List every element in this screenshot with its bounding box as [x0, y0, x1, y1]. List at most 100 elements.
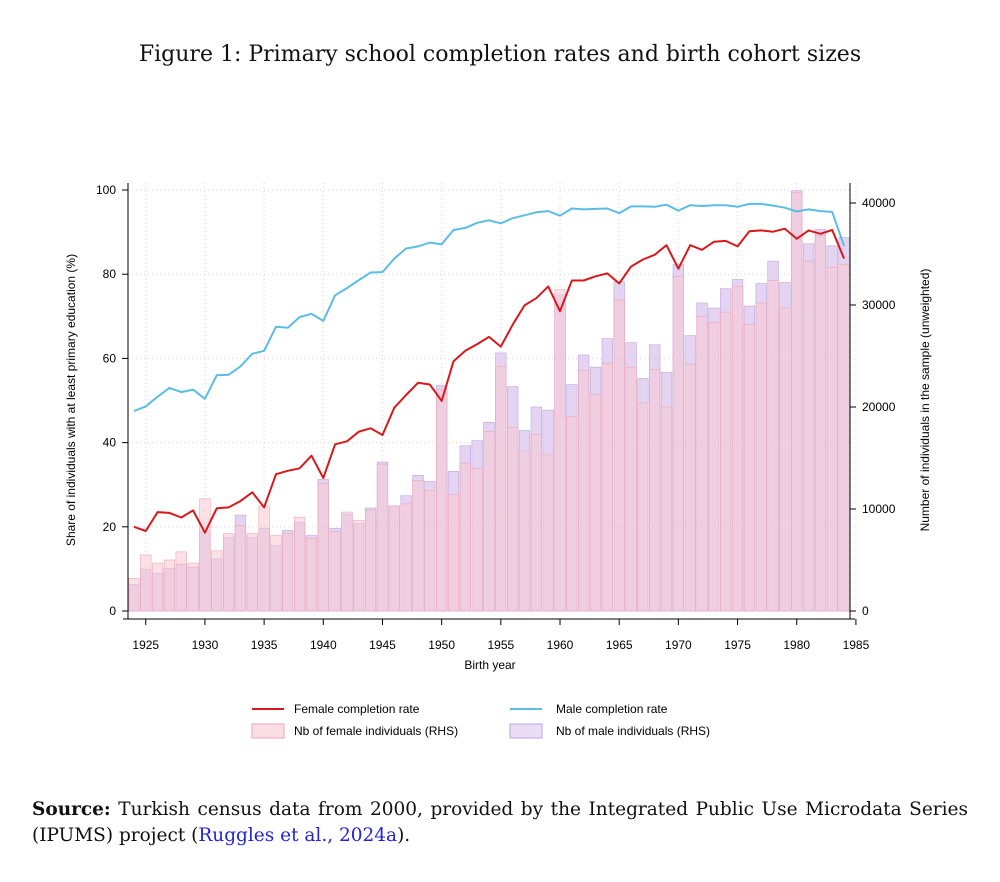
x-tick-label: 1980 — [783, 638, 810, 652]
female-bar — [637, 402, 649, 612]
x-axis-label: Birth year — [464, 658, 515, 672]
x-tick-label: 1965 — [606, 638, 633, 652]
female-bar — [317, 483, 329, 612]
source-label: Source: — [32, 799, 111, 820]
female-bar — [601, 362, 613, 612]
source-text-end: ). — [397, 825, 411, 846]
female-bar — [353, 519, 365, 612]
female-bar — [507, 427, 519, 612]
y-tick-label-right: 20000 — [862, 400, 896, 414]
female-bar — [613, 299, 625, 612]
female-bar — [802, 260, 815, 612]
male-completion-line — [133, 202, 846, 412]
y-tick-label-right: 10000 — [862, 502, 896, 516]
y-tick-label-left: 0 — [109, 604, 116, 618]
female-bar — [234, 525, 247, 612]
female-bar — [672, 276, 685, 612]
female-bar — [554, 289, 566, 612]
female-bar — [743, 324, 756, 612]
source-note: Source: Turkish census data from 2000, p… — [32, 797, 968, 849]
female-bar — [187, 562, 199, 612]
female-bar — [270, 535, 282, 612]
female-bar — [708, 322, 720, 612]
female-bar — [649, 368, 661, 612]
y-tick-label-left: 40 — [103, 436, 117, 450]
y-axis-label-left: Share of individuals with at least prima… — [64, 254, 78, 546]
female-bar — [305, 538, 318, 612]
female-bar — [459, 462, 471, 612]
female-bar — [779, 307, 791, 612]
x-tick-label: 1940 — [310, 638, 337, 652]
x-tick-label: 1960 — [547, 638, 574, 652]
tick-labels: 0 20 40 60 80 100 0 10000 20000 30000 40000 1925 193… — [96, 183, 896, 652]
x-tick-label: 1985 — [843, 638, 870, 652]
legend-male-count: Nb of male individuals (RHS) — [556, 724, 710, 738]
female-bar — [424, 490, 436, 612]
female-bar — [791, 192, 803, 612]
female-bar — [388, 505, 400, 612]
figure-title: Figure 1: Primary school completion rate… — [138, 42, 862, 67]
x-tick-label: 1945 — [369, 638, 396, 652]
legend-male-rate: Male completion rate — [556, 702, 668, 716]
y-axis-label-right: Number of individuals in the sample (unw… — [918, 269, 932, 532]
female-bar — [246, 533, 258, 612]
lines — [133, 202, 846, 534]
female-bar — [163, 559, 176, 612]
female-bar — [151, 562, 164, 612]
female-bar — [720, 311, 732, 612]
x-tick-label: 1955 — [487, 638, 514, 652]
female-bar — [341, 511, 353, 612]
y-tick-label-right: 30000 — [862, 298, 896, 312]
female-bar — [471, 467, 483, 612]
female-bar — [755, 302, 767, 612]
axes — [122, 183, 857, 625]
female-bar — [696, 315, 708, 612]
female-bar — [222, 533, 235, 612]
female-bars — [128, 192, 850, 612]
female-bar — [826, 266, 838, 612]
female-bar — [258, 505, 270, 612]
y-tick-label-left: 80 — [103, 267, 117, 281]
female-bar — [495, 365, 507, 612]
x-tick-label: 1930 — [192, 638, 219, 652]
female-bar — [376, 463, 389, 612]
y-tick-label-left: 60 — [103, 351, 117, 365]
female-bar — [814, 235, 827, 612]
x-tick-label: 1925 — [132, 638, 159, 652]
female-bar — [625, 366, 637, 612]
female-bar — [660, 406, 673, 612]
female-bar — [518, 450, 531, 612]
legend-female-rate: Female completion rate — [294, 702, 420, 716]
female-bar — [329, 531, 341, 612]
female-bar — [412, 480, 424, 612]
female-bar — [175, 551, 187, 612]
y-tick-label-right: 0 — [862, 604, 869, 618]
female-bar — [483, 431, 495, 612]
female-bar — [566, 415, 578, 612]
female-bar — [684, 363, 696, 612]
x-tick-label: 1935 — [251, 638, 278, 652]
female-bar — [400, 503, 412, 612]
legend: Female completion rate Male completion r… — [251, 702, 710, 739]
y-tick-label-left: 100 — [96, 183, 116, 197]
source-citation-link[interactable]: Ruggles et al., 2024a — [198, 825, 398, 846]
female-bar — [731, 286, 744, 612]
female-bar — [293, 516, 306, 612]
x-tick-label: 1975 — [724, 638, 751, 652]
female-bar — [199, 498, 211, 612]
female-bar — [365, 509, 377, 612]
female-bar — [530, 434, 542, 612]
female-bar — [838, 263, 850, 612]
x-tick-label: 1950 — [428, 638, 455, 652]
female-bar — [767, 280, 779, 612]
legend-male-bar-swatch — [509, 723, 543, 739]
female-bar — [128, 578, 140, 612]
female-completion-line — [133, 227, 846, 534]
y-tick-label-left: 20 — [103, 520, 117, 534]
legend-female-count: Nb of female individuals (RHS) — [294, 724, 458, 738]
female-bar — [542, 454, 554, 612]
female-bar — [578, 369, 590, 612]
chart: 0 20 40 60 80 100 0 10000 20000 30000 40000 1925 193… — [64, 183, 932, 739]
female-bar — [211, 550, 223, 612]
female-bar — [589, 394, 602, 612]
